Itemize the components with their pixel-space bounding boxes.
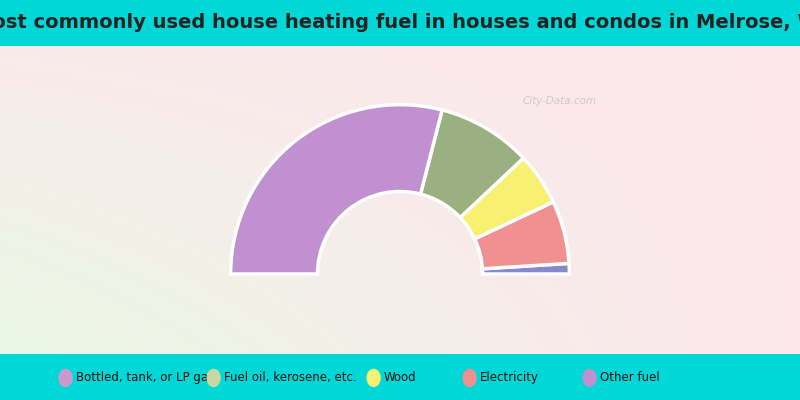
- Ellipse shape: [58, 369, 73, 387]
- Text: Most commonly used house heating fuel in houses and condos in Melrose, WI: Most commonly used house heating fuel in…: [0, 14, 800, 32]
- Wedge shape: [474, 202, 569, 269]
- Ellipse shape: [206, 369, 221, 387]
- Wedge shape: [482, 263, 570, 274]
- Text: Fuel oil, kerosene, etc.: Fuel oil, kerosene, etc.: [224, 372, 357, 384]
- Text: Electricity: Electricity: [480, 372, 539, 384]
- Ellipse shape: [462, 369, 477, 387]
- Wedge shape: [230, 105, 442, 274]
- Wedge shape: [421, 110, 523, 218]
- Wedge shape: [460, 158, 554, 239]
- Ellipse shape: [582, 369, 597, 387]
- Text: Bottled, tank, or LP gas: Bottled, tank, or LP gas: [76, 372, 214, 384]
- Text: Other fuel: Other fuel: [600, 372, 660, 384]
- Text: Wood: Wood: [384, 372, 417, 384]
- Text: City-Data.com: City-Data.com: [522, 96, 597, 106]
- Ellipse shape: [366, 369, 381, 387]
